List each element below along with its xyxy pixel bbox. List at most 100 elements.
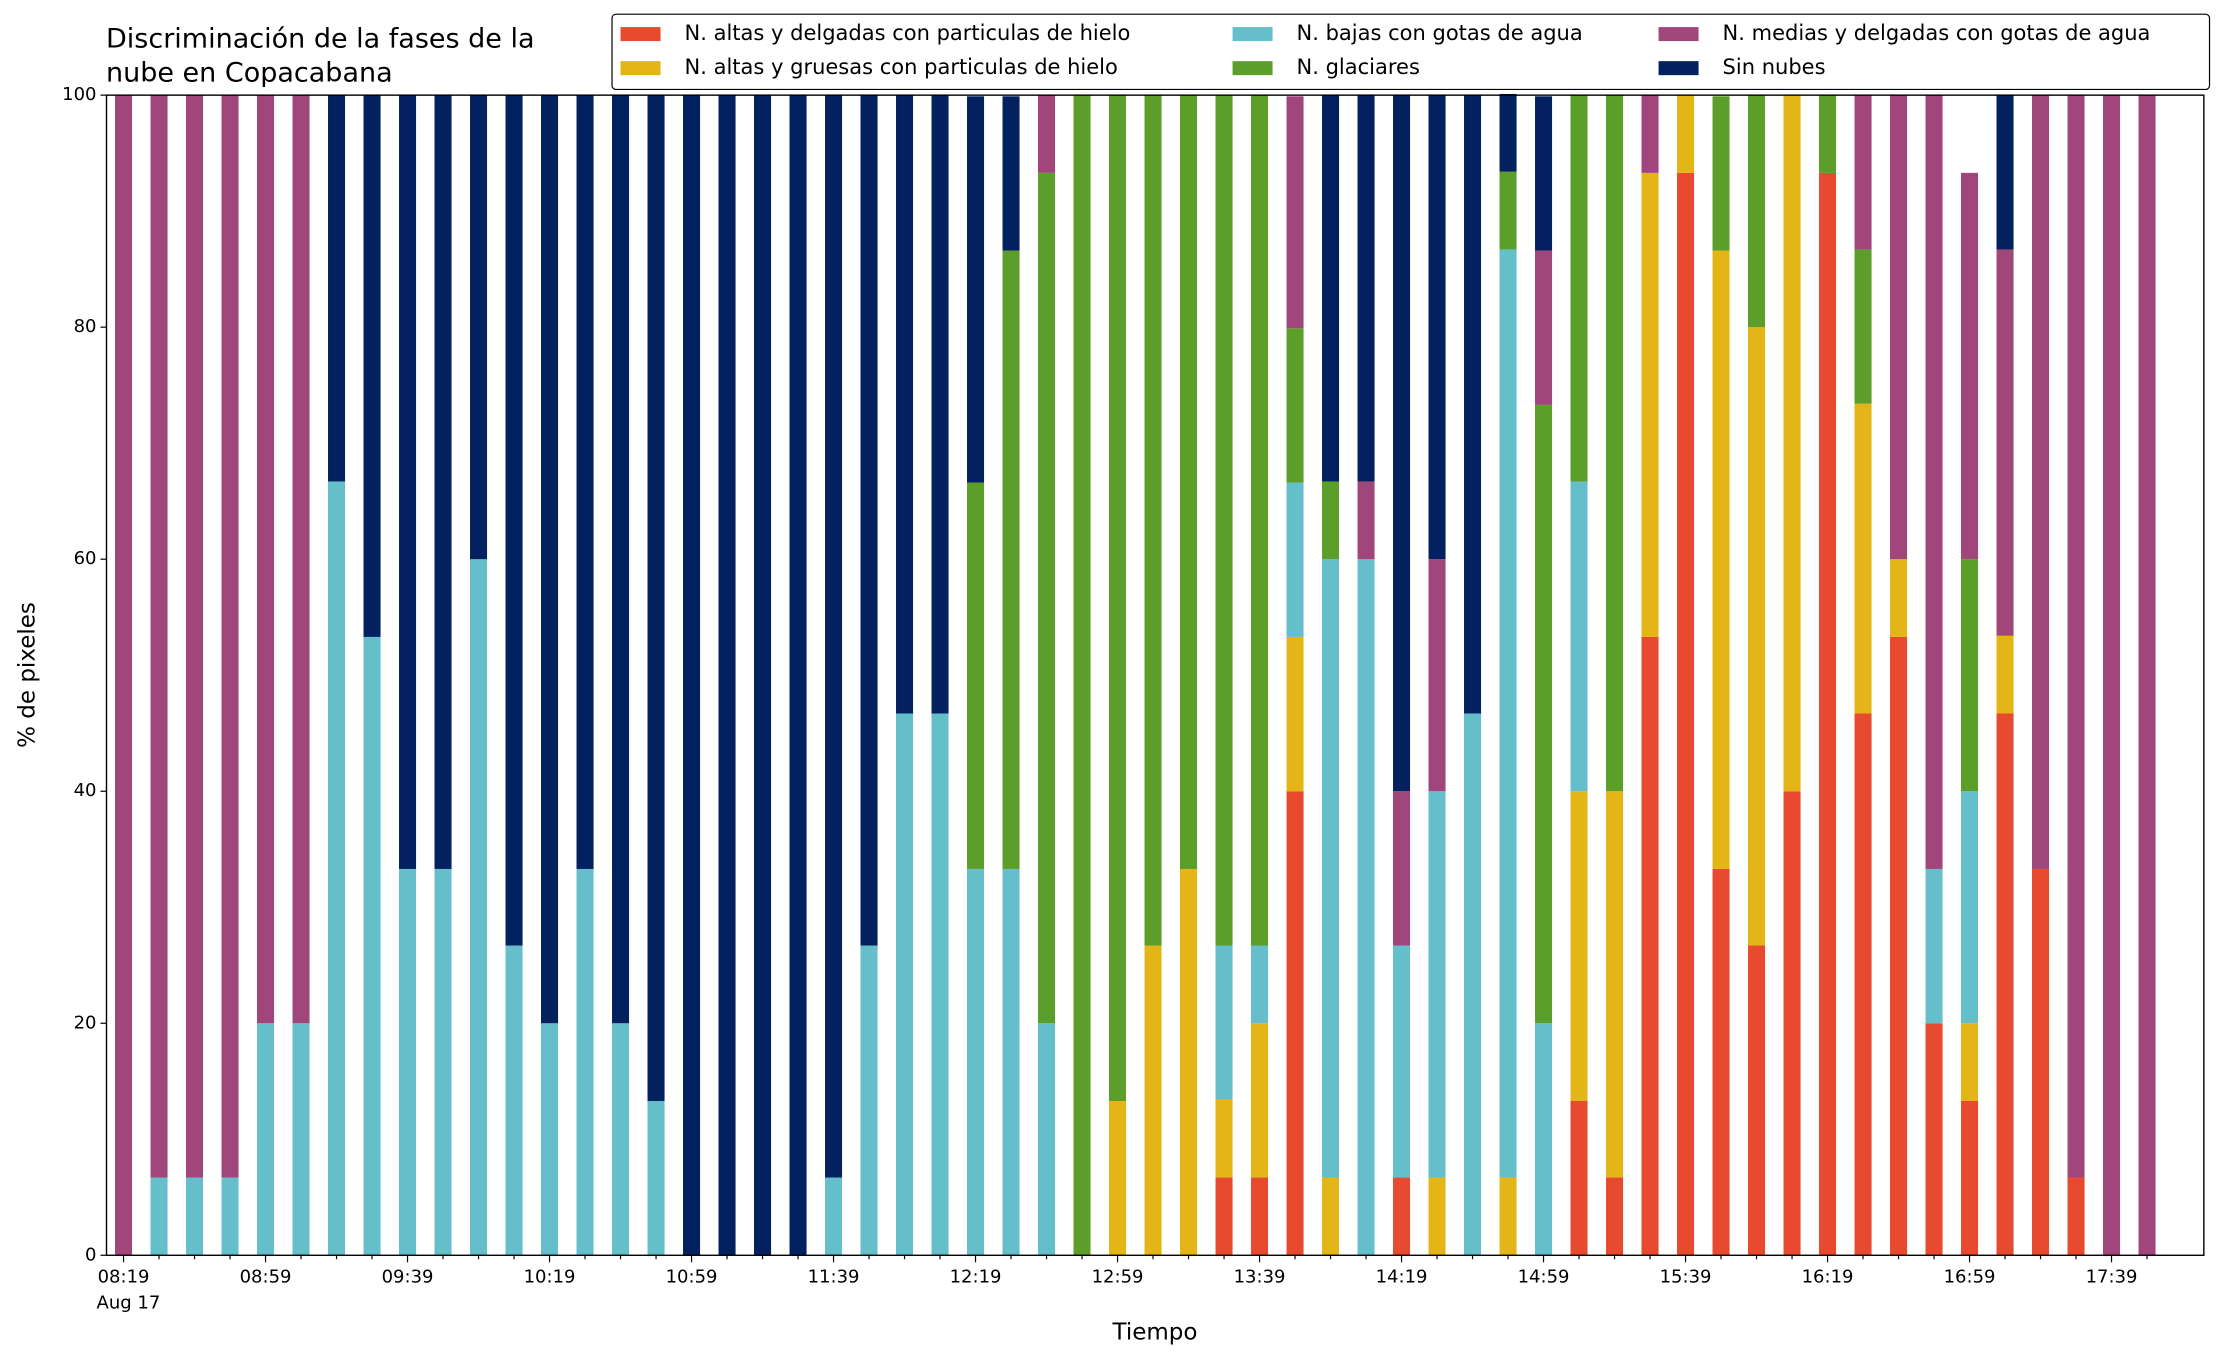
bar-segment <box>1854 713 1872 1256</box>
bar-segment <box>1322 559 1340 1178</box>
legend-swatch <box>620 61 661 76</box>
bar-segment <box>789 95 807 1256</box>
bar-segment <box>1570 1100 1588 1256</box>
bar-segment <box>541 95 559 1024</box>
legend-label: N. medias y delgadas con gotas de agua <box>1723 21 2151 45</box>
bar-segment <box>1215 1099 1233 1178</box>
bar-segment <box>1357 481 1375 560</box>
bar-segment <box>1961 559 1979 792</box>
bar-segment <box>1428 95 1446 560</box>
legend-swatch <box>1658 27 1699 42</box>
bar-segment <box>1996 249 2014 636</box>
bar-segment <box>1535 404 1553 1024</box>
bar-segment <box>1606 791 1624 1178</box>
bar-segment <box>1393 791 1411 946</box>
legend-swatch <box>1232 27 1273 42</box>
x-tick-label: 12:59 <box>1092 1266 1144 1287</box>
bar-segment <box>1215 95 1233 946</box>
bar-segment <box>292 1023 310 1256</box>
bar-segment <box>1215 945 1233 1100</box>
bar-segment <box>363 636 381 1256</box>
bar-segment <box>2032 95 2050 869</box>
bar-segment <box>150 95 168 1178</box>
bar-segment <box>1286 96 1304 329</box>
x-tick-label: 15:39 <box>1660 1266 1712 1287</box>
bar-segment <box>860 95 878 946</box>
bar-segment <box>292 95 310 1024</box>
bar-segment <box>1464 95 1482 714</box>
bar-segment <box>683 95 701 1256</box>
bar-segment <box>328 481 346 1256</box>
legend-label: N. altas y gruesas con particulas de hie… <box>685 55 1118 79</box>
bar-segment <box>505 945 523 1256</box>
bar-segment <box>896 713 914 1256</box>
bar-segment <box>1499 1177 1517 1256</box>
bar-segment <box>1606 95 1624 792</box>
bar-segment <box>1393 945 1411 1178</box>
bar-segment <box>1499 171 1517 250</box>
bar-segment <box>1535 250 1553 405</box>
legend-swatch <box>620 27 661 42</box>
x-tick-label: 17:39 <box>2086 1266 2138 1287</box>
x-tick-label: 16:59 <box>1944 1266 1996 1287</box>
bar-segment <box>1535 96 1553 251</box>
bar-segment <box>860 945 878 1256</box>
bar-segment <box>1464 713 1482 1256</box>
y-tick-label: 100 <box>62 84 96 105</box>
bar-segment <box>1712 250 1730 869</box>
chart-title: nube en Copacabana <box>106 58 393 89</box>
bar-segment <box>1428 791 1446 1178</box>
bar-segment <box>754 95 772 1256</box>
bar-segment <box>1783 95 1801 792</box>
bar-segment <box>1712 96 1730 251</box>
bar-segment <box>1038 95 1056 173</box>
bar-segment <box>1925 868 1943 1024</box>
bar-segment <box>647 1100 665 1256</box>
chart-title: Discriminación de la fases de la <box>106 24 535 55</box>
bar-segment <box>1854 403 1872 714</box>
bar-segment <box>825 95 843 1178</box>
legend-swatch <box>1232 61 1273 76</box>
bar-segment <box>2067 95 2085 1178</box>
bar-segment <box>1961 791 1979 1024</box>
bar-segment <box>186 95 204 1178</box>
bar-segment <box>1677 172 1695 1256</box>
bar-segment <box>1641 636 1659 1256</box>
bar-segment <box>1996 635 2014 714</box>
bar-segment <box>434 868 452 1256</box>
bar-segment <box>2103 95 2121 1256</box>
bar-segment <box>1819 172 1837 1256</box>
x-tick-label: 12:19 <box>950 1266 1002 1287</box>
bar-segment <box>115 95 133 1256</box>
bar-segment <box>505 95 523 946</box>
y-tick-label: 60 <box>74 548 97 569</box>
bar-segment <box>186 1177 204 1256</box>
bar-segment <box>1180 95 1198 869</box>
bar-segment <box>399 95 417 869</box>
x-tick-label: 14:19 <box>1376 1266 1428 1287</box>
bar-segment <box>2138 95 2156 1256</box>
bar-segment <box>1606 1177 1624 1256</box>
bar-segment <box>1144 945 1162 1256</box>
bar-segment <box>1322 481 1340 560</box>
bar-segment <box>825 1177 843 1256</box>
bar-segment <box>1180 868 1198 1256</box>
legend-box <box>611 13 2211 91</box>
x-tick-label: 08:59 <box>240 1266 292 1287</box>
bar-segment <box>541 1023 559 1256</box>
bar-segment <box>221 1177 239 1256</box>
legend-label: N. glaciares <box>1297 55 1420 79</box>
bar-segment <box>1002 868 1020 1256</box>
bar-segment <box>257 1023 275 1256</box>
bar-segment <box>470 559 488 1256</box>
bar-segment <box>576 868 594 1256</box>
y-tick-label: 0 <box>85 1244 96 1265</box>
bar-segment <box>1215 1177 1233 1256</box>
bar-segment <box>1144 95 1162 946</box>
bar-segment <box>612 95 630 1024</box>
bar-segment <box>896 95 914 714</box>
bar-segment <box>1570 481 1588 792</box>
bar-segment <box>221 95 239 1178</box>
bar-segment <box>1251 1023 1269 1178</box>
bar-segment <box>1357 559 1375 1256</box>
